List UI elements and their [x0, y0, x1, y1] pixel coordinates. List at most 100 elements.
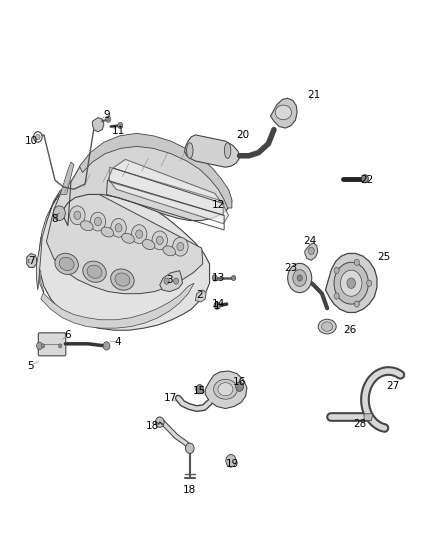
Polygon shape: [60, 162, 74, 195]
Circle shape: [173, 278, 179, 284]
Ellipse shape: [59, 257, 74, 271]
Text: 15: 15: [193, 386, 206, 396]
Circle shape: [293, 270, 307, 286]
Ellipse shape: [224, 143, 231, 158]
Circle shape: [367, 280, 372, 286]
Circle shape: [297, 275, 302, 281]
Circle shape: [196, 384, 204, 394]
Circle shape: [37, 342, 42, 350]
Circle shape: [334, 262, 368, 304]
Text: 9: 9: [103, 110, 110, 120]
Circle shape: [111, 219, 126, 237]
Circle shape: [156, 236, 163, 245]
Text: 21: 21: [307, 90, 321, 100]
Circle shape: [308, 247, 314, 254]
Circle shape: [155, 417, 164, 427]
Text: 16: 16: [233, 377, 246, 387]
Text: 4: 4: [115, 337, 121, 347]
Circle shape: [173, 237, 188, 256]
Circle shape: [131, 225, 147, 244]
Ellipse shape: [101, 227, 114, 237]
Circle shape: [118, 123, 123, 128]
Circle shape: [186, 443, 194, 454]
Polygon shape: [160, 271, 183, 292]
Circle shape: [288, 263, 312, 293]
Ellipse shape: [218, 383, 233, 396]
Polygon shape: [108, 159, 229, 224]
Text: 6: 6: [64, 330, 71, 341]
Text: 23: 23: [285, 263, 298, 272]
Circle shape: [136, 230, 143, 238]
Circle shape: [214, 302, 220, 309]
Ellipse shape: [83, 261, 106, 282]
Text: 2: 2: [196, 290, 203, 300]
Polygon shape: [271, 98, 297, 128]
Polygon shape: [325, 254, 377, 312]
Circle shape: [58, 344, 62, 348]
Circle shape: [212, 275, 217, 281]
Text: 1: 1: [214, 301, 220, 311]
Circle shape: [334, 293, 339, 299]
Ellipse shape: [214, 379, 237, 399]
Polygon shape: [64, 137, 232, 226]
Polygon shape: [92, 118, 104, 132]
Ellipse shape: [122, 233, 134, 243]
Circle shape: [347, 278, 356, 288]
Circle shape: [226, 455, 236, 467]
Text: 18: 18: [183, 485, 196, 495]
Circle shape: [90, 212, 106, 231]
Circle shape: [74, 211, 81, 220]
Circle shape: [361, 175, 368, 183]
Polygon shape: [305, 243, 318, 260]
Text: 10: 10: [25, 136, 38, 146]
Text: 3: 3: [166, 274, 173, 285]
Text: 28: 28: [353, 419, 367, 429]
Circle shape: [106, 116, 111, 123]
Ellipse shape: [87, 265, 102, 278]
Circle shape: [231, 276, 236, 280]
FancyBboxPatch shape: [38, 333, 66, 356]
Ellipse shape: [187, 143, 193, 158]
Polygon shape: [205, 371, 247, 409]
Polygon shape: [27, 254, 36, 268]
Polygon shape: [46, 180, 203, 294]
Circle shape: [95, 217, 101, 226]
Text: 24: 24: [304, 237, 317, 246]
Text: 22: 22: [360, 175, 374, 185]
Circle shape: [164, 278, 169, 284]
Text: 17: 17: [164, 393, 177, 403]
Polygon shape: [79, 133, 232, 208]
Text: 20: 20: [236, 130, 249, 140]
Ellipse shape: [321, 322, 333, 332]
Ellipse shape: [111, 269, 134, 290]
Ellipse shape: [55, 253, 78, 274]
Circle shape: [236, 382, 244, 391]
Text: 27: 27: [386, 381, 399, 391]
Circle shape: [152, 231, 167, 250]
Circle shape: [115, 224, 122, 232]
Ellipse shape: [275, 105, 292, 120]
Circle shape: [34, 132, 42, 142]
Polygon shape: [185, 135, 240, 167]
Circle shape: [177, 243, 184, 251]
Polygon shape: [195, 290, 206, 302]
Text: 19: 19: [226, 459, 239, 469]
Circle shape: [53, 206, 65, 221]
Polygon shape: [39, 271, 194, 328]
Ellipse shape: [318, 319, 336, 334]
Text: 13: 13: [212, 273, 225, 283]
Text: 7: 7: [28, 256, 34, 266]
Circle shape: [215, 302, 219, 306]
Text: 8: 8: [52, 214, 58, 224]
Text: 25: 25: [378, 252, 391, 262]
Ellipse shape: [163, 246, 176, 256]
Ellipse shape: [81, 221, 93, 231]
Circle shape: [36, 134, 40, 140]
Circle shape: [340, 270, 362, 296]
Circle shape: [354, 259, 359, 265]
Text: 5: 5: [28, 361, 34, 371]
Ellipse shape: [115, 273, 130, 286]
Circle shape: [354, 301, 359, 307]
Polygon shape: [39, 180, 209, 330]
Polygon shape: [36, 195, 59, 290]
